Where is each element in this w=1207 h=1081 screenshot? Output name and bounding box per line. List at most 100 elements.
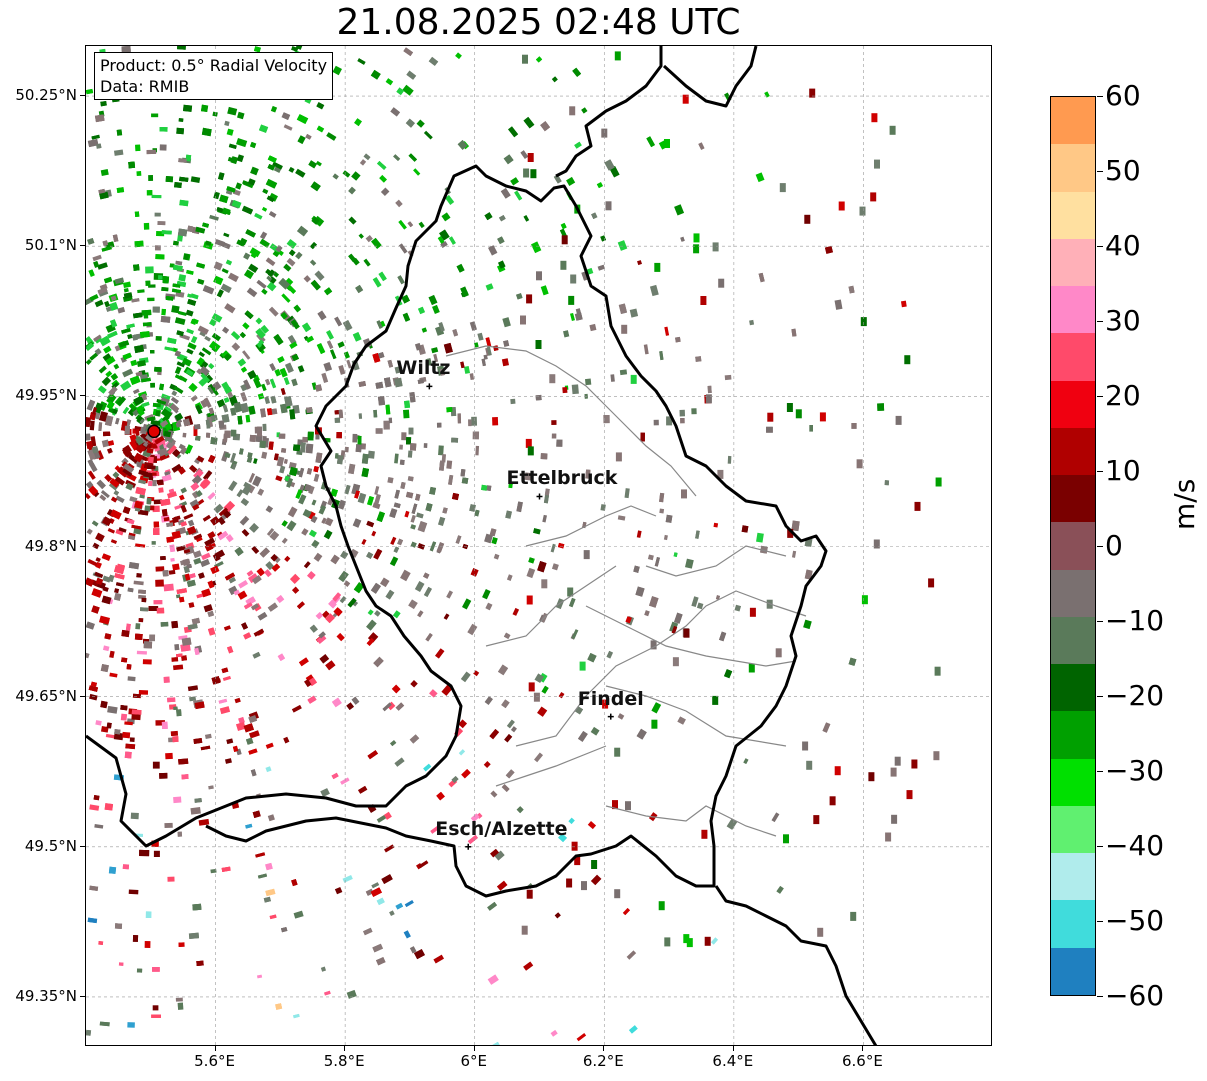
velocity-bin xyxy=(259,547,270,558)
velocity-bin xyxy=(755,172,765,183)
velocity-bin xyxy=(273,453,279,461)
velocity-bin xyxy=(204,537,216,547)
velocity-bin xyxy=(251,545,260,554)
velocity-bin xyxy=(128,889,139,895)
velocity-bin xyxy=(489,528,497,537)
velocity-bin xyxy=(533,692,540,702)
velocity-bin xyxy=(226,186,236,193)
velocity-bin xyxy=(138,443,147,452)
velocity-bin xyxy=(383,811,392,820)
velocity-bin xyxy=(129,434,138,443)
velocity-bin xyxy=(115,495,125,504)
velocity-bin xyxy=(123,288,129,293)
velocity-bin xyxy=(717,469,724,479)
velocity-bin xyxy=(261,288,268,295)
velocity-bin xyxy=(446,590,454,599)
velocity-bin xyxy=(128,161,136,169)
velocity-bin xyxy=(141,393,148,401)
velocity-bin xyxy=(375,957,386,966)
velocity-bin xyxy=(185,309,194,317)
velocity-bin xyxy=(161,230,172,235)
velocity-bin xyxy=(219,194,229,204)
velocity-bin xyxy=(307,695,317,704)
velocity-bin xyxy=(175,260,183,266)
colorbar-tick-label: 60 xyxy=(1105,79,1141,112)
velocity-bin xyxy=(535,340,542,349)
velocity-bin xyxy=(87,138,99,148)
velocity-bin xyxy=(353,582,365,594)
velocity-bin xyxy=(342,170,351,178)
velocity-bin xyxy=(771,812,780,823)
velocity-bin xyxy=(213,191,220,200)
velocity-bin xyxy=(429,689,438,698)
velocity-bin xyxy=(208,454,216,464)
velocity-bin xyxy=(249,434,256,442)
colorbar-tick-mark xyxy=(1097,921,1103,922)
velocity-bin xyxy=(487,901,498,911)
velocity-bin xyxy=(402,84,414,96)
velocity-bin xyxy=(451,492,460,501)
velocity-bin xyxy=(130,812,139,820)
velocity-bin xyxy=(644,610,650,617)
colorbar-segment xyxy=(1051,238,1095,287)
velocity-bin xyxy=(88,269,95,277)
velocity-bin xyxy=(195,435,201,441)
velocity-bin xyxy=(749,319,755,326)
velocity-bin xyxy=(265,766,272,773)
velocity-bin xyxy=(106,722,112,729)
velocity-bin xyxy=(451,775,459,784)
velocity-bin xyxy=(283,124,293,131)
velocity-bin xyxy=(337,499,347,510)
lon-tick-mark xyxy=(344,1046,346,1051)
velocity-bin xyxy=(557,542,565,549)
velocity-bin xyxy=(387,359,394,368)
velocity-bin xyxy=(407,476,414,482)
velocity-bin xyxy=(541,685,549,694)
velocity-bin xyxy=(486,485,492,491)
velocity-bin xyxy=(682,94,689,104)
velocity-bin xyxy=(665,514,673,523)
velocity-bin xyxy=(342,320,353,331)
velocity-bin xyxy=(236,489,244,498)
velocity-bin xyxy=(293,910,304,919)
velocity-bin xyxy=(288,166,295,173)
velocity-bin xyxy=(223,625,231,631)
velocity-bin xyxy=(756,532,764,543)
velocity-bin xyxy=(249,247,261,258)
velocity-bin xyxy=(186,328,194,335)
velocity-bin xyxy=(309,241,317,250)
velocity-bin xyxy=(222,675,232,682)
velocity-bin xyxy=(138,589,146,594)
velocity-bin xyxy=(202,470,213,481)
velocity-bin xyxy=(346,702,354,711)
velocity-bin xyxy=(255,435,263,443)
velocity-bin xyxy=(458,719,468,729)
velocity-bin xyxy=(243,269,255,280)
velocity-bin xyxy=(398,243,408,254)
velocity-bin xyxy=(280,403,288,414)
velocity-bin xyxy=(701,829,708,839)
velocity-bin xyxy=(259,440,267,449)
velocity-bin xyxy=(148,480,153,487)
velocity-bin xyxy=(241,205,254,215)
velocity-bin xyxy=(245,596,256,606)
velocity-bin xyxy=(163,406,171,413)
velocity-bin xyxy=(433,353,439,363)
velocity-bin xyxy=(512,607,520,616)
colorbar-segment xyxy=(1051,805,1095,854)
lat-tick-mark xyxy=(80,545,85,547)
radar-map[interactable] xyxy=(85,45,992,1046)
velocity-bin xyxy=(105,370,113,378)
velocity-bin xyxy=(281,112,291,120)
velocity-bin xyxy=(393,154,401,162)
velocity-bin xyxy=(196,368,203,375)
velocity-bin xyxy=(570,274,577,284)
lat-tick-mark xyxy=(80,695,85,697)
velocity-bin xyxy=(331,697,342,708)
velocity-bin xyxy=(286,477,293,488)
velocity-bin xyxy=(122,864,130,870)
colorbar-segment xyxy=(1051,380,1095,429)
velocity-bin xyxy=(301,322,312,333)
velocity-bin xyxy=(207,491,216,501)
velocity-bin xyxy=(435,648,445,659)
